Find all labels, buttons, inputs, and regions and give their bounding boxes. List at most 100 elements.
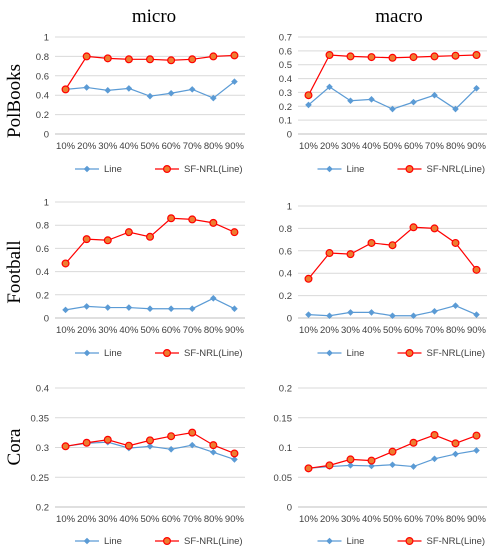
legend: Line SF-NRL(Line) [317, 536, 485, 547]
y-tick-label: 0.4 [279, 269, 292, 280]
x-tick-label: 70% [183, 514, 203, 525]
column-header-macro: macro [375, 6, 422, 27]
y-tick-label: 0.8 [36, 221, 49, 232]
data-point-sfnrl [409, 438, 418, 447]
data-point-sfnrl [61, 442, 70, 451]
legend-sfnrl-marker [163, 536, 172, 545]
y-tick-label: 0.4 [36, 91, 49, 102]
x-tick-label: 80% [204, 325, 224, 336]
data-point-line [389, 312, 396, 320]
data-point-line [104, 87, 112, 94]
x-tick-label: 10% [56, 325, 76, 336]
chart-panel-cora-micro: 0.2 0.25 0.3 0.35 0.4 10% 20% 30% 40% 50% 60% 70% 80… [31, 384, 245, 547]
y-tick-label: 0.1 [279, 116, 292, 127]
data-point-line [188, 86, 196, 93]
x-tick-label: 90% [225, 141, 245, 152]
legend-line-marker [83, 537, 91, 545]
data-point-sfnrl [124, 55, 133, 64]
data-point-sfnrl [82, 235, 91, 244]
legend-label-sfnrl: SF-NRL(Line) [184, 164, 243, 175]
y-tick-label: 0.4 [279, 74, 292, 85]
x-tick-label: 40% [362, 325, 382, 336]
x-tick-label: 60% [404, 514, 424, 525]
data-point-sfnrl [388, 241, 397, 250]
y-tick-label: 0.2 [279, 384, 292, 395]
y-tick-label: 0.8 [279, 224, 292, 235]
data-point-sfnrl [167, 214, 176, 223]
data-point-sfnrl [304, 274, 313, 283]
y-tick-label: 0 [287, 130, 292, 141]
legend-label-sfnrl: SF-NRL(Line) [427, 164, 486, 175]
data-point-line [146, 443, 154, 450]
x-tick-label: 30% [98, 141, 118, 152]
y-tick-label: 0 [287, 503, 292, 514]
data-point-line [389, 461, 396, 469]
data-point-line [431, 91, 438, 99]
legend-sfnrl-marker [405, 536, 414, 545]
legend-line-marker [83, 349, 91, 357]
data-point-line [452, 302, 459, 309]
legend-label-line: Line [104, 348, 122, 359]
data-point-sfnrl [346, 455, 355, 464]
chart-panel-polbooks-macro: 0 0.1 0.2 0.3 0.4 0.5 0.6 0.7 10% 20% 30% 40% 50% 60%… [279, 33, 487, 175]
data-point-sfnrl [103, 54, 112, 63]
data-point-line [231, 456, 238, 463]
x-tick-label: 70% [425, 514, 445, 525]
data-point-line [125, 304, 133, 311]
x-tick-label: 40% [119, 325, 139, 336]
x-tick-label: 10% [56, 141, 76, 152]
column-header-micro: micro [132, 6, 176, 27]
data-point-line [167, 445, 175, 453]
x-tick-label: 70% [183, 325, 203, 336]
x-tick-label: 20% [320, 141, 340, 152]
data-point-sfnrl [124, 441, 133, 450]
data-point-sfnrl [146, 436, 155, 445]
data-point-line [326, 312, 333, 320]
data-point-line [410, 98, 417, 106]
legend-label-sfnrl: SF-NRL(Line) [184, 348, 243, 359]
data-point-line [368, 309, 375, 316]
x-tick-label: 90% [225, 325, 245, 336]
legend-sfnrl-marker [163, 349, 172, 358]
data-point-sfnrl [103, 435, 112, 444]
data-point-line [347, 309, 354, 316]
row-header-cora: Cora [4, 428, 25, 466]
x-tick-label: 30% [98, 514, 118, 525]
data-point-sfnrl [230, 51, 239, 60]
y-tick-label: 1 [44, 33, 49, 44]
y-tick-label: 0.15 [274, 413, 293, 424]
legend-label-sfnrl: SF-NRL(Line) [184, 536, 243, 547]
data-point-sfnrl [388, 447, 397, 456]
data-point-sfnrl [325, 249, 334, 258]
data-point-sfnrl [367, 53, 376, 62]
data-point-line [104, 304, 112, 311]
data-point-sfnrl [304, 91, 313, 100]
data-point-line [188, 305, 196, 313]
data-point-line [305, 101, 312, 109]
y-tick-label: 0.2 [36, 503, 49, 514]
legend: Line SF-NRL(Line) [75, 348, 243, 359]
data-point-sfnrl [61, 85, 70, 94]
data-point-sfnrl [304, 464, 313, 473]
x-tick-label: 10% [56, 514, 76, 525]
data-point-sfnrl [103, 236, 112, 245]
y-tick-label: 0.2 [279, 102, 292, 113]
data-point-line [167, 305, 175, 313]
x-tick-label: 80% [446, 141, 466, 152]
data-point-sfnrl [167, 432, 176, 441]
data-point-sfnrl [146, 55, 155, 64]
x-tick-label: 50% [140, 514, 160, 525]
x-tick-label: 80% [204, 514, 224, 525]
data-point-line [231, 305, 238, 313]
data-point-line [231, 78, 238, 85]
x-tick-label: 70% [183, 141, 203, 152]
data-point-line [146, 305, 154, 313]
data-point-line [368, 96, 375, 103]
y-tick-label: 0.7 [279, 33, 292, 44]
data-point-line [210, 448, 217, 456]
x-tick-label: 90% [467, 325, 487, 336]
x-tick-label: 30% [341, 325, 361, 336]
x-tick-label: 80% [204, 141, 224, 152]
data-point-line [347, 462, 354, 469]
data-point-line [83, 303, 90, 310]
